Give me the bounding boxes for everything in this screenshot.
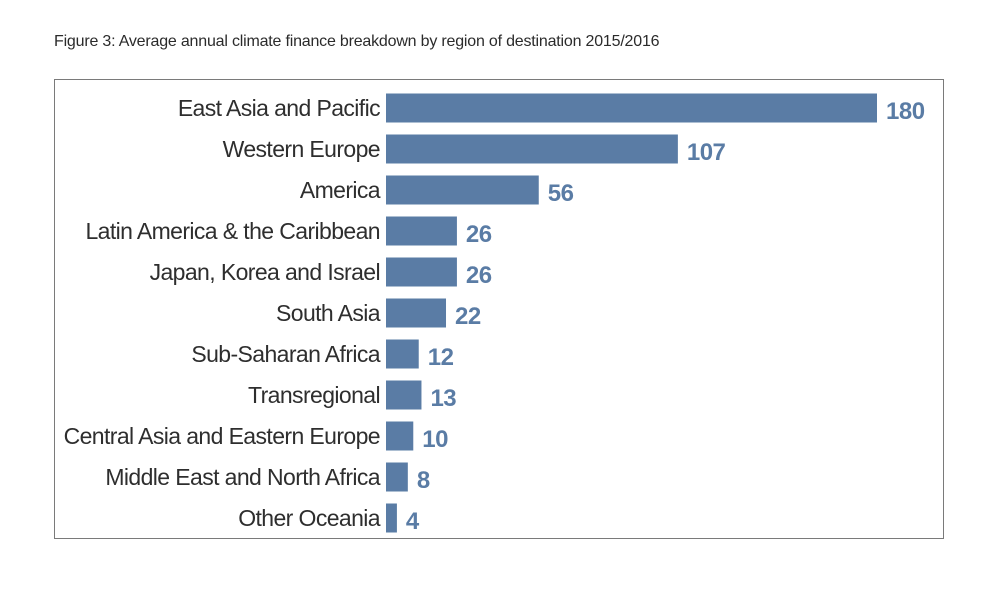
value-label: 8 bbox=[417, 467, 430, 494]
value-label: 13 bbox=[430, 385, 456, 412]
bar bbox=[386, 175, 539, 205]
value-label: 26 bbox=[466, 262, 492, 289]
bar bbox=[386, 462, 408, 492]
bar bbox=[386, 216, 457, 246]
bar bbox=[386, 421, 414, 451]
bar bbox=[386, 339, 419, 369]
bar bbox=[386, 93, 877, 123]
category-label: Western Europe bbox=[223, 136, 380, 162]
value-label: 22 bbox=[455, 303, 481, 330]
bar bbox=[386, 503, 397, 533]
category-label: Transregional bbox=[248, 382, 380, 408]
bar bbox=[386, 298, 447, 328]
chart-plot-area: East Asia and Pacific 180 Western Europe 10… bbox=[64, 93, 925, 535]
category-label: America bbox=[300, 177, 381, 203]
bar bbox=[386, 380, 422, 410]
category-label: Sub-Saharan Africa bbox=[191, 341, 380, 367]
category-label: Middle East and North Africa bbox=[105, 464, 380, 490]
category-label: Central Asia and Eastern Europe bbox=[64, 423, 380, 449]
value-label: 4 bbox=[406, 508, 420, 535]
category-label: Other Oceania bbox=[238, 505, 381, 531]
bar bbox=[386, 134, 678, 164]
category-label: South Asia bbox=[276, 300, 381, 326]
value-label: 180 bbox=[886, 98, 925, 125]
value-label: 26 bbox=[466, 221, 492, 248]
category-label: East Asia and Pacific bbox=[178, 95, 380, 121]
category-label: Latin America & the Caribbean bbox=[85, 218, 380, 244]
value-label: 56 bbox=[548, 180, 574, 207]
bar bbox=[386, 257, 457, 287]
chart-frame bbox=[54, 79, 944, 539]
value-label: 12 bbox=[428, 344, 454, 371]
value-label: 107 bbox=[687, 139, 726, 166]
figure-title: Figure 3: Average annual climate finance… bbox=[54, 33, 660, 50]
value-label: 10 bbox=[422, 426, 448, 453]
category-label: Japan, Korea and Israel bbox=[150, 259, 380, 285]
